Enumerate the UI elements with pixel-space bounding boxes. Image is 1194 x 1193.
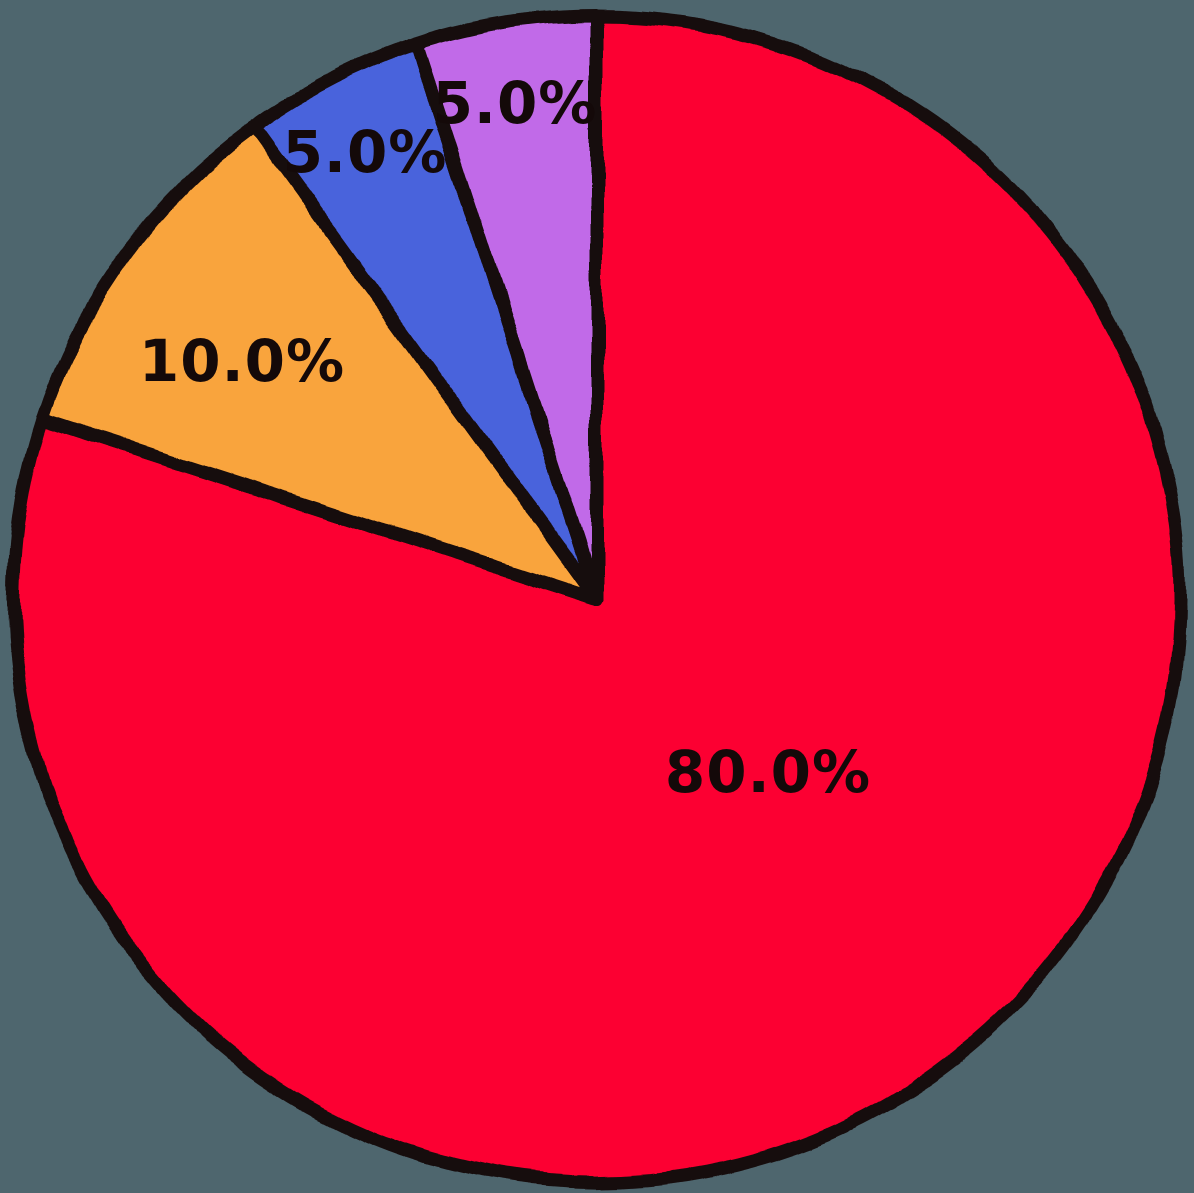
- pie-slice-label-1: 10.0%: [139, 327, 345, 395]
- pie-slices: [7, 9, 1187, 1189]
- pie-slice-3: [410, 9, 604, 606]
- pie-slice-1: [36, 120, 604, 606]
- pie-slice-label-0: 80.0%: [665, 738, 871, 806]
- pie-slice-label-2: 5.0%: [283, 118, 448, 186]
- pie-slice-label-3: 5.0%: [433, 69, 598, 137]
